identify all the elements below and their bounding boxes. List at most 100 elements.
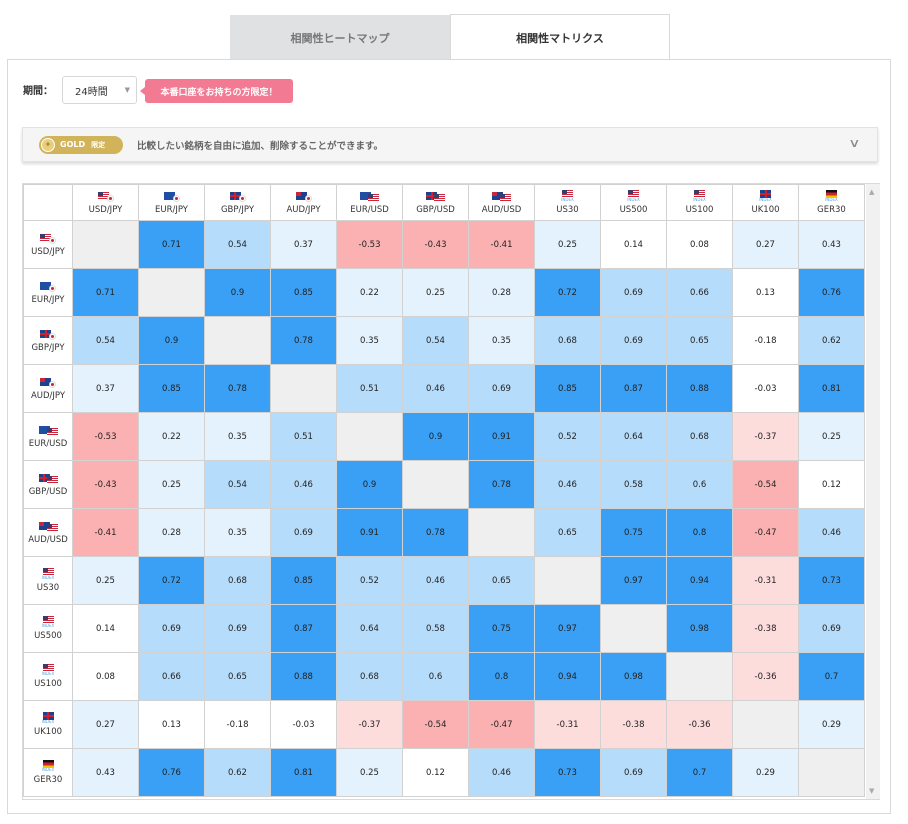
- matrix-cell: 0.64: [336, 604, 403, 653]
- matrix-cell: 0.69: [468, 364, 535, 413]
- gold-feature-bar[interactable]: ✦ GOLD 限定 比較したい銘柄を自由に追加、削除することができます。 ∨: [22, 127, 878, 162]
- matrix-cell: 0.27: [732, 220, 799, 269]
- matrix-cell: 0.8: [666, 508, 733, 557]
- matrix-cell: 0.69: [600, 268, 667, 317]
- matrix-cell: 0.85: [270, 556, 337, 605]
- column-header-eur-jpy: EUR/JPY: [138, 184, 205, 221]
- gb-flag-icon: [24, 328, 72, 340]
- matrix-cell: -0.54: [732, 460, 799, 509]
- matrix-cell: 0.52: [534, 412, 601, 461]
- period-select[interactable]: 24時間 ▼: [62, 76, 137, 104]
- matrix-cell: 0.65: [666, 316, 733, 365]
- gb-flag-icon: INDEX: [733, 190, 798, 202]
- matrix-cell: 0.6: [402, 652, 469, 701]
- row-header-eur-jpy: EUR/JPY: [23, 268, 73, 317]
- tab-correlation-heatmap[interactable]: 相関性ヒートマップ: [230, 15, 450, 60]
- matrix-cell: 0.97: [534, 604, 601, 653]
- matrix-cell: 0.13: [732, 268, 799, 317]
- au-flag-icon: [24, 520, 72, 532]
- column-header-aud-usd: AUD/USD: [468, 184, 535, 221]
- matrix-cell: 0.25: [138, 460, 205, 509]
- matrix-cell: 0.46: [402, 556, 469, 605]
- matrix-cell: 0.35: [204, 412, 271, 461]
- row-header-us100: INDEX US100: [23, 652, 73, 701]
- matrix-cell: 0.68: [204, 556, 271, 605]
- matrix-row: GBP/USD -0.43 0.25 0.54 0.46 0.9 0.78 0.46 0.58 0…: [23, 460, 865, 509]
- chevron-down-icon: ▼: [124, 86, 130, 94]
- matrix-cell: -0.36: [732, 652, 799, 701]
- matrix-row: EUR/JPY 0.71 0.9 0.85 0.22 0.25 0.28 0.72 0.69 0.…: [23, 268, 865, 317]
- matrix-cell: 0.68: [534, 316, 601, 365]
- matrix-cell: 0.13: [138, 700, 205, 749]
- column-header-ger30: INDEX GER30: [798, 184, 865, 221]
- matrix-cell: 0.85: [270, 268, 337, 317]
- matrix-cell: 0.72: [534, 268, 601, 317]
- chevron-down-icon[interactable]: ∨: [848, 136, 861, 150]
- matrix-cell: -0.38: [732, 604, 799, 653]
- matrix-cell: -0.03: [732, 364, 799, 413]
- matrix-cell: 0.88: [666, 364, 733, 413]
- matrix-cell: 0.85: [138, 364, 205, 413]
- row-header-uk100: INDEX UK100: [23, 700, 73, 749]
- matrix-cell-diagonal: [138, 268, 205, 317]
- column-header-label: GBP/JPY: [220, 205, 255, 215]
- row-header-label: EUR/JPY: [31, 295, 65, 305]
- matrix-row: INDEX UK100 0.27 0.13 -0.18 -0.03 -0.37 -0.54 -0…: [23, 700, 865, 749]
- tab-correlation-matrix[interactable]: 相関性マトリクス: [450, 14, 670, 60]
- matrix-cell: 0.46: [402, 364, 469, 413]
- period-value: 24時間: [75, 86, 108, 98]
- matrix-cell: 0.73: [798, 556, 865, 605]
- matrix-cell: 0.98: [666, 604, 733, 653]
- period-label: 期間：: [23, 86, 53, 97]
- matrix-cell: 0.58: [402, 604, 469, 653]
- matrix-cell: 0.46: [534, 460, 601, 509]
- us-flag-icon: INDEX: [535, 190, 600, 202]
- us-flag-icon: INDEX: [24, 664, 72, 676]
- matrix-cell: 0.64: [600, 412, 667, 461]
- row-header-label: GER30: [33, 775, 63, 785]
- matrix-row: USD/JPY 0.71 0.54 0.37 -0.53 -0.43 -0.41 0.25 0.…: [23, 220, 865, 269]
- au-flag-icon: [271, 190, 336, 202]
- matrix-cell: 0.29: [798, 700, 865, 749]
- matrix-cell: 0.76: [798, 268, 865, 317]
- matrix-cell: 0.54: [204, 460, 271, 509]
- matrix-cell: 0.68: [666, 412, 733, 461]
- matrix-cell: -0.41: [468, 220, 535, 269]
- column-header-usd-jpy: USD/JPY: [72, 184, 139, 221]
- matrix-cell-diagonal: [534, 556, 601, 605]
- matrix-cell: 0.75: [468, 604, 535, 653]
- gb-flag-icon: [24, 472, 72, 484]
- row-header-aud-usd: AUD/USD: [23, 508, 73, 557]
- row-header-label: USD/JPY: [31, 247, 65, 257]
- eu-flag-icon: [24, 280, 72, 292]
- matrix-cell: 0.69: [138, 604, 205, 653]
- matrix-row: INDEX US500 0.14 0.69 0.69 0.87 0.64 0.58 0.75 0.…: [23, 604, 865, 653]
- column-header-label: EUR/JPY: [155, 205, 188, 215]
- matrix-row: INDEX US100 0.08 0.66 0.65 0.88 0.68 0.6 0.8 0.94…: [23, 652, 865, 701]
- matrix-cell: 0.46: [468, 748, 535, 797]
- matrix-cell: 0.88: [270, 652, 337, 701]
- matrix-cell-diagonal: [72, 220, 139, 269]
- matrix-cell: 0.66: [138, 652, 205, 701]
- scroll-down-icon[interactable]: ▼: [869, 787, 875, 795]
- gb-flag-icon: INDEX: [24, 712, 72, 724]
- matrix-cell: 0.25: [798, 412, 865, 461]
- row-header-label: AUD/JPY: [30, 391, 66, 401]
- row-header-aud-jpy: AUD/JPY: [23, 364, 73, 413]
- gb-flag-icon: [403, 190, 468, 202]
- column-header-label: GER30: [817, 205, 846, 215]
- column-header-us30: INDEX US30: [534, 184, 601, 221]
- matrix-cell: 0.8: [468, 652, 535, 701]
- matrix-scrollbar[interactable]: ▲ ▼: [866, 184, 880, 799]
- matrix-cell: 0.81: [270, 748, 337, 797]
- gb-flag-icon: [205, 190, 270, 202]
- matrix-cell: 0.91: [468, 412, 535, 461]
- matrix-cell: 0.6: [666, 460, 733, 509]
- scroll-up-icon[interactable]: ▲: [869, 188, 875, 196]
- matrix-cell: 0.78: [468, 460, 535, 509]
- matrix-cell: -0.18: [204, 700, 271, 749]
- matrix-cell: -0.43: [72, 460, 139, 509]
- matrix-cell: 0.43: [72, 748, 139, 797]
- au-flag-icon: [469, 190, 534, 202]
- de-flag-icon: INDEX: [799, 190, 864, 202]
